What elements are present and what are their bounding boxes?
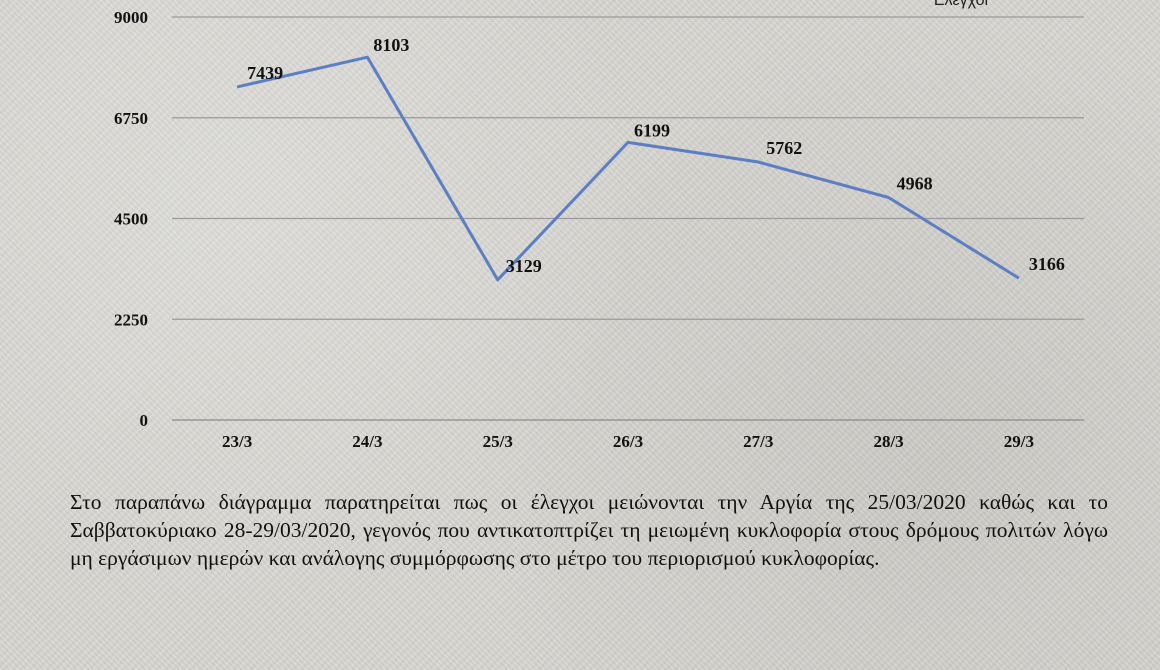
x-tick-label: 25/3 bbox=[483, 432, 513, 451]
data-label: 3166 bbox=[1029, 254, 1065, 274]
y-tick-label: 0 bbox=[140, 411, 149, 430]
x-tick-label: 26/3 bbox=[613, 432, 643, 451]
data-label: 4968 bbox=[897, 174, 933, 194]
line-chart: 0 2250 4500 6750 9000 23/3 24/3 25/3 26/3 27/3 28… bbox=[114, 0, 1084, 451]
y-tick-label: 4500 bbox=[114, 210, 148, 229]
y-tick-label: 9000 bbox=[114, 8, 148, 27]
y-tick-label: 2250 bbox=[114, 310, 148, 329]
data-label: 8103 bbox=[373, 35, 409, 55]
legend-entry: Έλεγχοι bbox=[931, 0, 989, 9]
data-label: 5762 bbox=[766, 138, 802, 158]
x-tick-label: 29/3 bbox=[1004, 432, 1034, 451]
x-tick-label: 24/3 bbox=[352, 432, 382, 451]
series-line bbox=[236, 55, 1020, 282]
chart-caption: Στο παραπάνω διάγραμμα παρατηρείται πως … bbox=[70, 490, 1108, 570]
y-tick-label: 6750 bbox=[114, 109, 148, 128]
data-label: 7439 bbox=[247, 63, 283, 83]
data-label: 6199 bbox=[634, 120, 670, 140]
x-tick-label: 27/3 bbox=[743, 432, 773, 451]
data-label: 3129 bbox=[506, 256, 542, 276]
x-tick-label: 28/3 bbox=[873, 432, 903, 451]
x-tick-label: 23/3 bbox=[222, 432, 252, 451]
